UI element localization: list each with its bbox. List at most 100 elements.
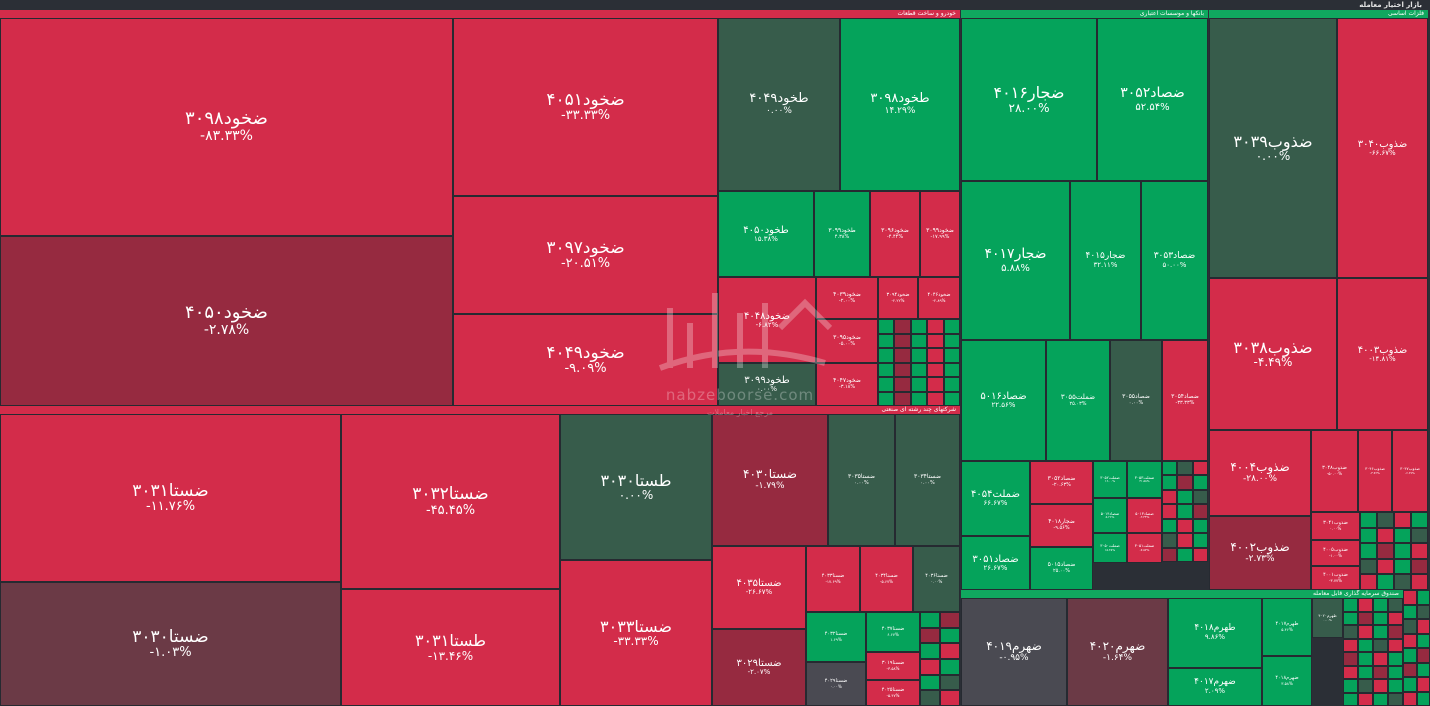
small-tile[interactable]: [920, 627, 940, 644]
small-tile[interactable]: [1192, 547, 1208, 562]
treemap-tile[interactable]: ضصاد۳۰۵۵ ۰.۰۰%: [1110, 340, 1162, 461]
treemap-tile[interactable]: ضخود۳۰۹۸ -۸۳.۳۳%: [0, 18, 453, 236]
small-tile[interactable]: [1377, 574, 1394, 590]
treemap-tile[interactable]: ضملت۳۰۵۵ ۲۵.۰۳%: [1046, 340, 1110, 461]
treemap-tile[interactable]: ضذوب۳۰۴۷ -۶.۶۷%: [1392, 430, 1428, 512]
treemap-tile[interactable]: طهرم۴۰۲۰ ۰.۰۰%: [1312, 598, 1343, 638]
treemap-tile[interactable]: ضملت۳۰۵۲ ۱۶.۰۰%: [1093, 461, 1127, 498]
small-tile[interactable]: [927, 319, 944, 334]
treemap-tile[interactable]: ضصاد۳۰۵۱ ۲۶.۶۷%: [961, 536, 1030, 590]
treemap-tile[interactable]: ضملت۴۰۵۴ ۶۶.۶۷%: [961, 461, 1030, 536]
treemap-tile[interactable]: طستا۳۰۳۰ ۰.۰۰%: [560, 414, 712, 560]
small-tile[interactable]: [940, 674, 960, 691]
small-tile[interactable]: [1416, 648, 1430, 663]
treemap-tile[interactable]: ضذوب۳۰۳۸ -۴.۴۹%: [1209, 278, 1337, 430]
treemap-tile[interactable]: ضصاد۵۰۱۳ -۲.۴۴%: [1127, 498, 1162, 533]
small-tile[interactable]: [943, 362, 960, 377]
small-tile[interactable]: [894, 391, 911, 406]
small-tile[interactable]: [1162, 461, 1178, 476]
treemap-tile[interactable]: ضخود۳۰۹۹ -۱۷.۹۹%: [920, 191, 960, 277]
small-tile[interactable]: [940, 627, 960, 644]
small-tile[interactable]: [878, 333, 895, 348]
treemap-tile[interactable]: ضجار۴۰۱۵ ۳۲.۱۱%: [1070, 181, 1141, 340]
treemap-tile[interactable]: ضستا۴۰۳۶ ۰.۰۰%: [913, 546, 960, 612]
small-tile[interactable]: [894, 333, 911, 348]
small-tile[interactable]: [1343, 665, 1358, 679]
small-tile[interactable]: [910, 348, 928, 363]
treemap-tile[interactable]: ضستا۳۰۳۱ -۱۱.۷۶%: [0, 414, 341, 582]
small-tile[interactable]: [1177, 489, 1193, 505]
small-tile[interactable]: [878, 362, 895, 377]
treemap-tile[interactable]: ضصاد۳۰۵۳ ۵۰.۰۰%: [1141, 181, 1208, 340]
small-tile[interactable]: [1388, 638, 1403, 652]
treemap-tile[interactable]: ضصاد۳۰۵۲ -۲۰.۶۳%: [1030, 461, 1093, 504]
small-tile[interactable]: [920, 674, 940, 691]
small-tile[interactable]: [1358, 679, 1373, 693]
small-tile[interactable]: [1388, 598, 1403, 612]
small-tile[interactable]: [1358, 611, 1373, 625]
small-tile[interactable]: [927, 362, 944, 377]
small-tile[interactable]: [1403, 619, 1417, 634]
small-tile[interactable]: [1403, 691, 1417, 706]
small-tile[interactable]: [1360, 527, 1377, 544]
treemap-tile[interactable]: ضصاد۳۰۵۲ ۵۲.۵۴%: [1097, 18, 1208, 181]
small-tile[interactable]: [1343, 625, 1358, 639]
treemap-tile[interactable]: ضخود۴۰۵۰ -۲.۷۸%: [0, 236, 453, 406]
treemap-tile[interactable]: ضجار۴۰۱۶ ۲۸.۰۰%: [961, 18, 1097, 181]
small-tile[interactable]: [920, 612, 940, 628]
small-tile[interactable]: [1177, 547, 1193, 562]
treemap-tile[interactable]: طخود۳۰۹۸ ۱۴.۲۹%: [840, 18, 960, 191]
small-tile[interactable]: [920, 690, 940, 706]
small-tile[interactable]: [1388, 665, 1403, 679]
treemap-tile[interactable]: ضستا۴۰۳۲ ۱.۶۹%: [806, 612, 866, 662]
treemap-tile[interactable]: ضستا۳۰۳۳ -۳۳.۳۳%: [560, 560, 712, 706]
treemap-tile[interactable]: طهرم۴۰۱۷ ۵.۴۶%: [1262, 598, 1312, 656]
small-tile[interactable]: [940, 659, 960, 675]
small-tile[interactable]: [1358, 665, 1373, 679]
small-tile[interactable]: [1343, 692, 1358, 706]
treemap-tile[interactable]: ضستا۳۰۲۹ -۲.۰۷%: [712, 629, 806, 706]
treemap-tile[interactable]: ضملت۳۰۵۱ -۷.۵۷%: [1127, 533, 1162, 563]
small-tile[interactable]: [1162, 533, 1178, 548]
small-tile[interactable]: [1403, 590, 1417, 605]
treemap-tile[interactable]: ضستا۴۰۳۷ ۶.۶۷%: [866, 612, 920, 652]
small-tile[interactable]: [1394, 543, 1411, 559]
small-tile[interactable]: [927, 348, 944, 363]
small-tile[interactable]: [1394, 574, 1411, 590]
treemap-tile[interactable]: ضجار۴۰۱۸ -۹.۵۶%: [1030, 504, 1093, 547]
small-tile[interactable]: [1360, 512, 1377, 528]
small-tile[interactable]: [943, 391, 960, 406]
small-tile[interactable]: [1192, 475, 1208, 490]
treemap-tile[interactable]: ضصاد۵۰۱۵ ۲۵.۰۰%: [1030, 547, 1093, 590]
treemap-tile[interactable]: ضهرم۴۰۱۹ -۰.۹۵%: [961, 598, 1067, 706]
treemap-tile[interactable]: ضستا۳۰۱۹ -۳.۵۸%: [866, 652, 920, 680]
small-tile[interactable]: [1416, 619, 1430, 634]
small-tile[interactable]: [1373, 665, 1388, 679]
small-tile[interactable]: [1177, 533, 1193, 548]
small-tile[interactable]: [1388, 611, 1403, 625]
treemap-tile[interactable]: طخود۳۰۹۹ ۴.۳۸%: [814, 191, 870, 277]
small-tile[interactable]: [1177, 504, 1193, 519]
small-tile[interactable]: [1388, 652, 1403, 666]
small-tile[interactable]: [1360, 543, 1377, 559]
treemap-tile[interactable]: ضصاد۳۰۵۴ -۳۳.۳۳%: [1162, 340, 1208, 461]
small-tile[interactable]: [1358, 692, 1373, 706]
small-tile[interactable]: [910, 362, 928, 377]
treemap-tile[interactable]: ضذوب۳۰۳۹ ۰.۰۰%: [1209, 18, 1337, 278]
small-tile[interactable]: [1388, 692, 1403, 706]
treemap-tile[interactable]: ضخود۴۰۵۱ -۳۳.۳۳%: [453, 18, 718, 196]
small-tile[interactable]: [940, 690, 960, 706]
small-tile[interactable]: [1162, 518, 1178, 534]
treemap-tile[interactable]: ضذوب۴۰۰۳ -۱۴.۸۱%: [1337, 278, 1428, 430]
small-tile[interactable]: [940, 643, 960, 659]
small-tile[interactable]: [1358, 598, 1373, 612]
small-tile[interactable]: [1416, 604, 1430, 619]
small-tile[interactable]: [1394, 558, 1411, 575]
small-tile[interactable]: [1403, 648, 1417, 663]
treemap-tile[interactable]: ضخود۴۰۴۷ -۳.۱۸%: [816, 363, 878, 406]
treemap-tile[interactable]: ضستا۳۰۳۵ ۰.۰۰%: [828, 414, 895, 546]
small-tile[interactable]: [1388, 625, 1403, 639]
treemap-tile[interactable]: ضستا۳۰۳۴ ۰.۰۰%: [895, 414, 960, 546]
small-tile[interactable]: [1358, 652, 1373, 666]
small-tile[interactable]: [894, 362, 911, 377]
